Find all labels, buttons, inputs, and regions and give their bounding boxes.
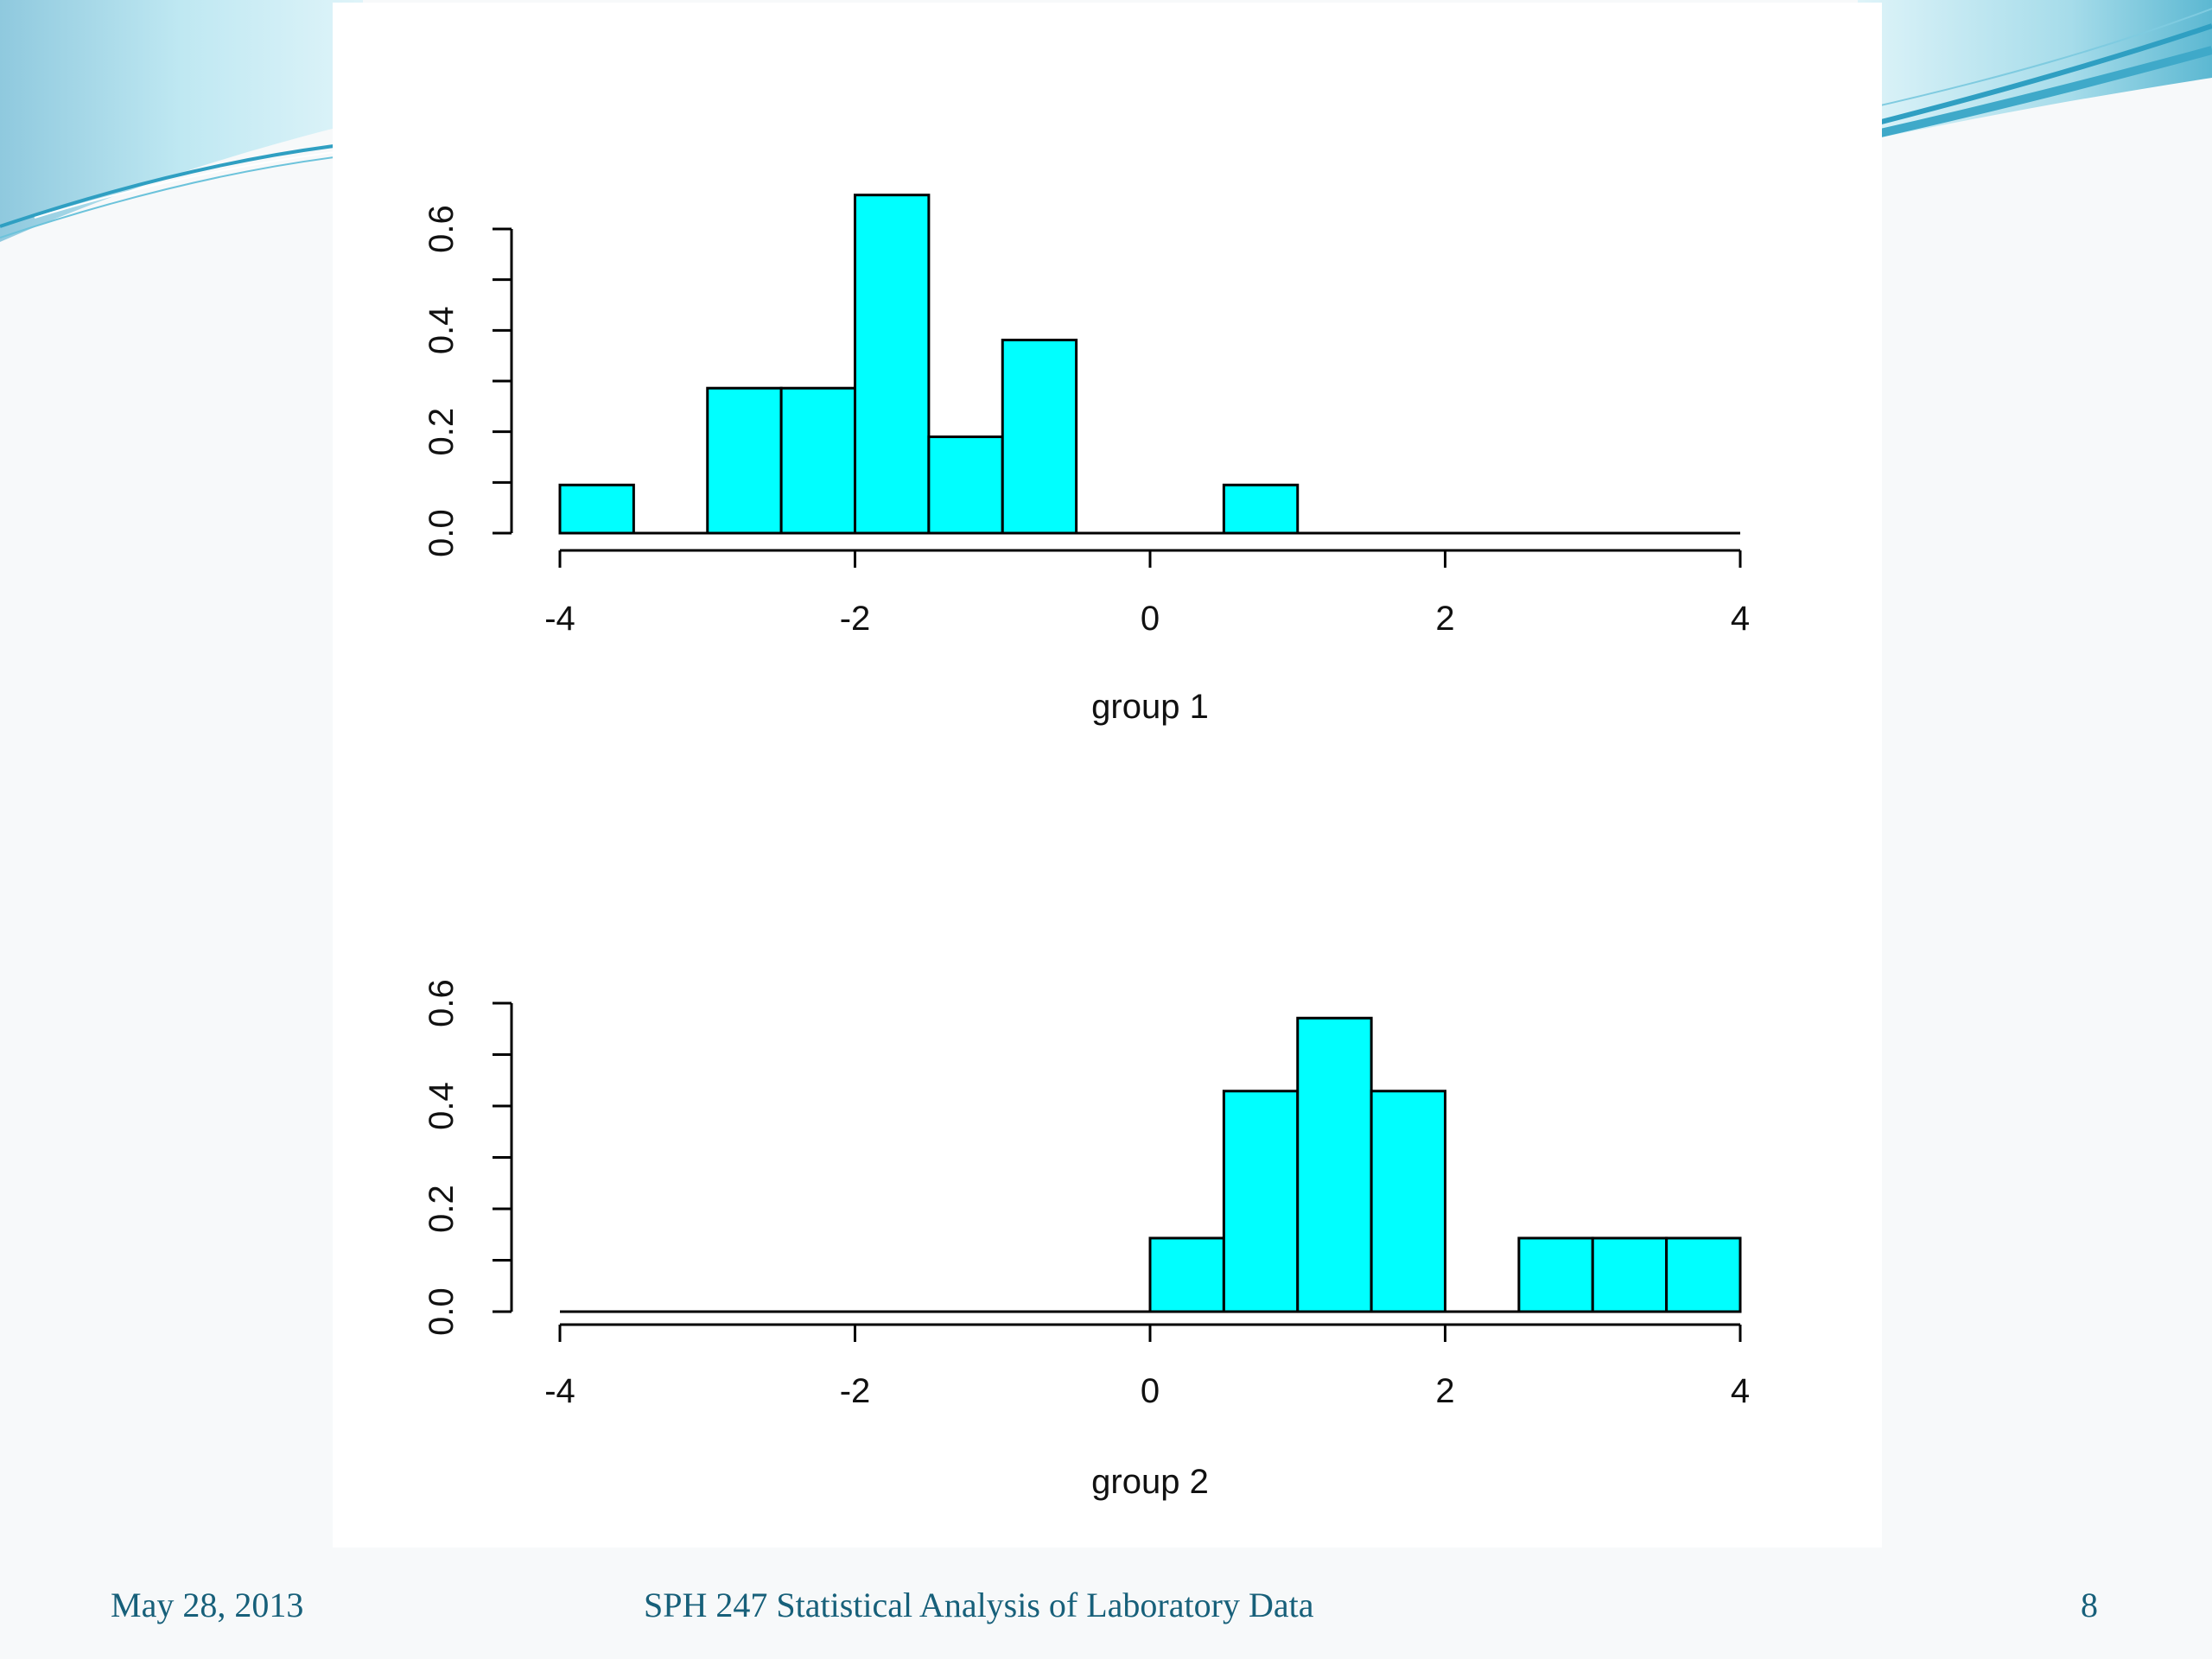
x-tick-label: 0: [1141, 600, 1160, 638]
y-tick-label: 0.6: [423, 205, 461, 253]
histogram-bar: [1001, 338, 1078, 535]
y-tick-label: 0.4: [423, 307, 461, 355]
x-axis-label: group 1: [1091, 688, 1209, 726]
footer-page-number: 8: [2081, 1586, 2098, 1624]
y-tick-label: 0.0: [423, 1287, 461, 1336]
histogram-bar: [558, 483, 635, 535]
top-left-swoosh: [0, 0, 364, 242]
x-tick-label: 0: [1141, 1372, 1160, 1410]
histogram-bar: [779, 386, 856, 535]
x-tick-label: -2: [840, 600, 871, 638]
histogram-bar: [854, 194, 931, 535]
histogram-bar: [1370, 1090, 1446, 1313]
histogram-figure: -4 -2 0 2 4 0.0 0.2 0.4 0.6 group 1 -4 -2 0 2 4 0.0 0.2…: [423, 194, 1750, 1501]
y-tick-label: 0.0: [423, 509, 461, 557]
x-tick-label: -4: [544, 600, 575, 638]
histogram-group-2: -4 -2 0 2 4 0.0 0.2 0.4 0.6 group 2: [423, 979, 1750, 1501]
y-tick-label: 0.2: [423, 408, 461, 456]
histogram-bar: [1665, 1236, 1742, 1313]
top-right-swoosh: [1856, 0, 2212, 143]
histogram-bar: [1222, 483, 1300, 535]
histogram-bar: [1148, 1236, 1225, 1313]
footer-title: SPH 247 Statistical Analysis of Laborato…: [644, 1586, 1314, 1624]
x-tick-label: -4: [544, 1372, 575, 1410]
y-tick-label: 0.4: [423, 1082, 461, 1130]
histogram-bar: [1296, 1016, 1373, 1313]
x-tick-label: 2: [1435, 600, 1454, 638]
histogram-bar: [927, 435, 1004, 535]
histogram-bar: [1591, 1236, 1669, 1313]
x-tick-label: -2: [840, 1372, 871, 1410]
y-tick-label: 0.2: [423, 1185, 461, 1233]
y-tick-label: 0.6: [423, 979, 461, 1027]
plot-panel: -4 -2 0 2 4 0.0 0.2 0.4 0.6 group 1 -4 -2 0 2 4 0.0 0.2…: [333, 3, 1882, 1548]
histogram-bar: [706, 386, 783, 535]
histogram-group-1: -4 -2 0 2 4 0.0 0.2 0.4 0.6 group 1: [423, 194, 1750, 726]
footer-date: May 28, 2013: [111, 1586, 304, 1624]
histogram-bar: [1222, 1090, 1300, 1313]
x-axis-label: group 2: [1091, 1463, 1209, 1501]
x-tick-label: 2: [1435, 1372, 1454, 1410]
x-tick-label: 4: [1731, 600, 1750, 638]
histogram-bar: [1517, 1236, 1594, 1313]
x-tick-label: 4: [1731, 1372, 1750, 1410]
